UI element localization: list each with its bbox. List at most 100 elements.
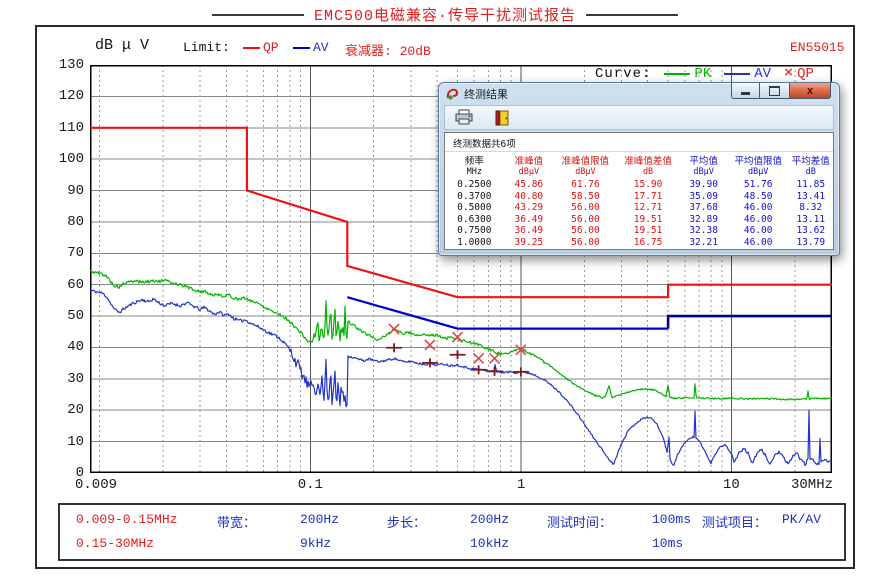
results-cell: 12.71 [633, 202, 663, 213]
window-controls: x [731, 83, 831, 99]
y-axis-tick-label: 80 [67, 213, 84, 230]
curve-av-label: AV [754, 66, 772, 82]
results-cell: 39.25 [514, 236, 544, 248]
results-window: 终测结果 x [438, 82, 840, 256]
maximize-button[interactable] [760, 83, 789, 99]
results-column-header: 准峰值限值 dBμV [561, 156, 610, 177]
results-cell: 13.62 [796, 225, 826, 236]
results-cell: 51.76 [743, 179, 773, 190]
step-label: 步长： [387, 516, 427, 531]
curve-qp-label: QP [797, 66, 814, 82]
results-toolbar [444, 105, 834, 130]
exit-door-icon [495, 110, 508, 125]
maximize-icon [769, 85, 780, 96]
curve-pk-label: PK [694, 66, 712, 82]
results-cell: 56.00 [571, 213, 600, 225]
results-cell: 0.2500 [457, 179, 492, 190]
results-column-header: 平均值 dBμV [689, 156, 718, 177]
close-button[interactable]: x [789, 83, 831, 99]
y-axis-tick-label: 110 [58, 119, 84, 136]
y-axis-tick-label: 30 [67, 370, 84, 387]
results-cell: 13.11 [796, 213, 826, 225]
bandwidth-value-2: 9kHz [300, 536, 332, 551]
bandwidth-value-1: 200Hz [300, 512, 340, 527]
results-column-header: 准峰值差值 dB [624, 156, 672, 177]
results-column-header: 平均差值 dB [791, 156, 830, 177]
results-cell: 39.90 [689, 179, 718, 190]
results-table-row[interactable]: 0.6300 36.49 56.00 19.51 32.89 46.00 13.11 [445, 214, 833, 226]
x-axis-tick-label: 10 [723, 477, 740, 493]
step-value-1: 200Hz [470, 512, 510, 527]
qp-limit-swatch [243, 46, 260, 49]
results-window-title: 终测结果 [464, 89, 508, 101]
y-axis-tick-label: 50 [67, 308, 84, 325]
title-right-rule [586, 13, 678, 16]
y-axis-tick-label: 120 [58, 88, 84, 105]
bandwidth-label: 带宽： [217, 516, 257, 531]
results-table-row[interactable]: 0.7500 36.49 56.00 19.51 32.38 46.00 13.62 [445, 225, 833, 237]
results-table: 频率 MHz 准峰值 dBμV 准峰值限值 dBμV 准峰值差值 dB 平均值 dBμV 平均值限值… [445, 155, 833, 248]
app-icon [446, 88, 459, 100]
limit-av-label: AV [313, 40, 329, 55]
exit-button[interactable] [491, 108, 513, 127]
results-table-row[interactable]: 0.2500 45.86 61.76 15.90 39.90 51.76 11.85 [445, 179, 833, 191]
results-cell: 19.51 [633, 225, 663, 236]
x-axis-tick-label: 0.1 [297, 477, 323, 493]
curve-legend-label: Curve: [595, 66, 652, 82]
test-time-value-2: 10ms [652, 536, 684, 551]
test-item-value: PK/AV [782, 512, 822, 527]
results-cell: 36.49 [514, 225, 544, 236]
curve-legend: Curve: PK AV × QP [595, 66, 814, 82]
results-cell: 56.00 [571, 236, 600, 248]
results-summary: 终测数据共6项 [445, 133, 833, 152]
results-cell: 19.51 [633, 213, 663, 225]
minimize-button[interactable] [731, 83, 760, 99]
results-table-row[interactable]: 1.0000 39.25 56.00 16.75 32.21 46.00 13.79 [445, 237, 833, 249]
x-axis-tick-label: 30MHz [791, 477, 834, 493]
test-item-label: 测试项目： [702, 516, 768, 531]
results-cell: 32.89 [689, 213, 718, 225]
y-axis-tick-label: 90 [67, 182, 84, 199]
results-cell: 0.3700 [457, 190, 492, 202]
results-cell: 46.00 [743, 202, 773, 213]
results-cell: 32.38 [689, 225, 718, 236]
test-time-label: 测试时间： [547, 516, 613, 531]
report-frame [35, 25, 855, 569]
print-button[interactable] [453, 108, 475, 127]
results-cell: 16.75 [633, 236, 663, 248]
y-axis-tick-label: 60 [67, 276, 84, 293]
results-window-titlebar[interactable]: 终测结果 [439, 83, 839, 105]
step-value-2: 10kHz [470, 536, 510, 551]
curve-av-legend: AV [724, 66, 771, 82]
results-cell: 35.09 [689, 190, 718, 202]
y-axis-tick-label: 0 [75, 465, 84, 481]
printer-icon [455, 109, 473, 125]
close-icon: x [806, 84, 814, 97]
results-cell: 32.21 [689, 236, 718, 248]
results-column-header: 准峰值 dBμV [514, 156, 544, 177]
y-axis-unit-label: dB μ V [95, 37, 150, 54]
attenuator-label: 衰减器: 20dB [345, 44, 431, 59]
results-cell: 56.00 [571, 225, 600, 236]
results-cell: 0.7500 [457, 225, 492, 236]
results-cell: 13.79 [796, 236, 826, 248]
page-title: EMC500电磁兼容·传导干扰测试报告 [313, 8, 576, 25]
results-table-row[interactable]: 0.3700 40.80 58.50 17.71 35.09 48.50 13.41 [445, 191, 833, 203]
results-panel: 终测数据共6项 频率 MHz 准峰值 dBμV 准峰值限值 dBμV 准峰值差值 dB 平均值 d… [444, 132, 834, 250]
title-left-rule [211, 13, 304, 16]
y-axis-tick-label: 130 [58, 57, 84, 73]
av-curve-swatch [724, 73, 751, 75]
parameters-box: 0.009-0.15MHz 0.15-30MHz 带宽： 200Hz 9kHz … [58, 503, 846, 561]
results-cell: 40.80 [514, 190, 544, 202]
results-column-header: 平均值限值 dBμV [734, 156, 782, 177]
y-axis-tick-label: 10 [67, 433, 84, 450]
results-cell: 11.85 [796, 179, 826, 190]
results-cell: 0.6300 [457, 213, 492, 225]
results-cell: 46.00 [743, 213, 773, 225]
test-time-value-1: 100ms [652, 512, 692, 527]
results-cell: 13.41 [796, 190, 826, 202]
results-cell: 37.68 [689, 202, 718, 213]
limit-qp-legend: QP [243, 40, 279, 55]
results-column-header: 频率 MHz [464, 156, 484, 177]
results-table-row[interactable]: 0.5000 43.29 56.00 12.71 37.68 46.00 8.32 [445, 202, 833, 214]
